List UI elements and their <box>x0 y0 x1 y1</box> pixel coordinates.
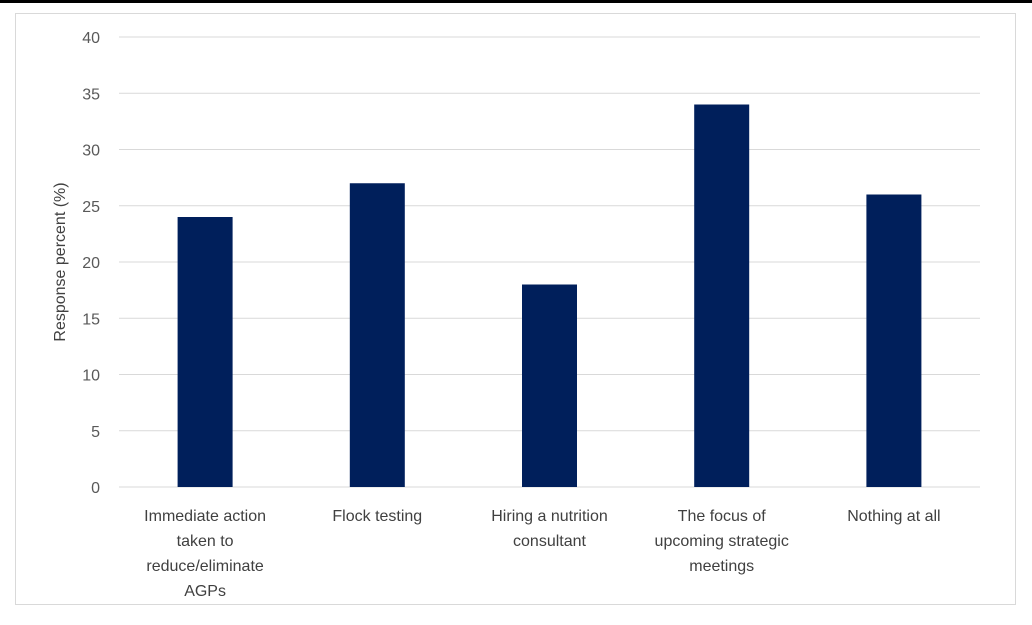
category-label: The focus of upcoming strategic meetings <box>655 508 789 575</box>
bar <box>177 217 233 487</box>
category-label: Immediate action taken to reduce/eliminate… <box>144 508 266 600</box>
y-tick-label: 15 <box>82 311 100 328</box>
y-tick-label: 5 <box>91 424 100 441</box>
y-tick-label: 0 <box>91 480 100 497</box>
bar <box>694 104 750 487</box>
y-tick-label: 25 <box>82 199 100 216</box>
y-tick-label: 35 <box>82 86 100 103</box>
category-label: Nothing at all <box>847 508 940 525</box>
category-label: Flock testing <box>332 508 422 525</box>
y-tick-label: 10 <box>82 368 100 385</box>
bar <box>349 183 405 487</box>
bars <box>177 104 922 487</box>
category-label: Hiring a nutrition consultant <box>491 508 608 550</box>
y-tick-label: 30 <box>82 143 100 160</box>
bar <box>866 194 922 487</box>
top-rule <box>0 0 1032 3</box>
y-tick-label: 20 <box>82 255 100 272</box>
bar <box>522 284 577 487</box>
chart-frame <box>15 13 1016 605</box>
y-tick-label: 40 <box>82 30 100 47</box>
category-labels: Immediate action taken to reduce/eliminate… <box>144 508 940 600</box>
y-axis-title: Response percent (%) <box>52 182 69 341</box>
y-tick-labels: 0 5 10 15 20 25 30 35 40 <box>82 30 100 497</box>
